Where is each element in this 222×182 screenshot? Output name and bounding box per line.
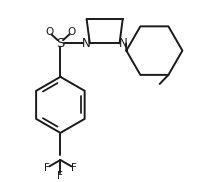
Text: F: F [44, 163, 50, 173]
Text: O: O [67, 27, 76, 37]
Text: F: F [71, 163, 77, 173]
Text: F: F [57, 171, 63, 181]
Text: S: S [56, 37, 65, 50]
Text: N: N [118, 37, 127, 50]
Text: O: O [45, 27, 53, 37]
Text: N: N [82, 37, 91, 50]
